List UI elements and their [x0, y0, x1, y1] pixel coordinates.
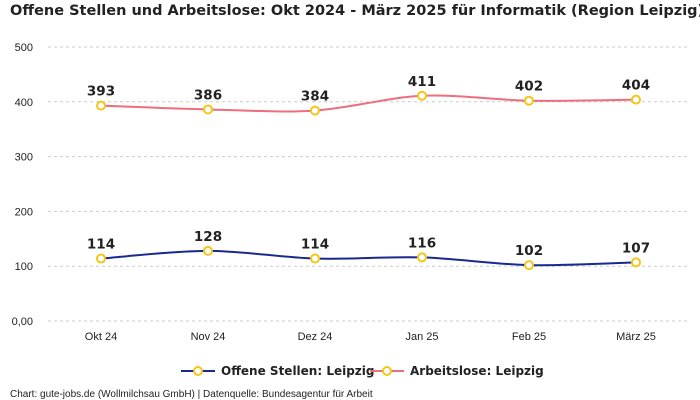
chart-source: Chart: gute-jobs.de (Wollmilchsau GmbH) … — [10, 389, 373, 400]
series-line — [100, 94, 637, 113]
data-point — [417, 90, 427, 101]
data-point — [524, 95, 534, 106]
data-point — [631, 257, 641, 268]
data-point — [203, 104, 213, 115]
legend: Offene Stellen: Leipzig Arbeitslose: Leip… — [181, 364, 544, 378]
x-tick-label: Feb 25 — [512, 331, 546, 343]
data-label: 386 — [194, 87, 222, 103]
data-point — [310, 253, 320, 264]
data-label: 411 — [408, 74, 436, 90]
x-tick-label: Jan 25 — [405, 331, 438, 343]
y-tick-label: 400 — [15, 97, 33, 109]
legend-marker — [382, 366, 392, 376]
y-tick-label: 100 — [15, 261, 33, 273]
grid-layer — [48, 46, 690, 322]
legend-label: Arbeitslose: Leipzig — [410, 364, 544, 378]
data-point — [631, 94, 641, 105]
x-tick-label: Nov 24 — [191, 331, 226, 343]
data-label: 114 — [87, 237, 115, 253]
data-point — [96, 253, 106, 264]
data-point — [524, 260, 534, 271]
data-label: 116 — [408, 235, 436, 251]
data-point — [417, 252, 427, 263]
y-tick-label: 300 — [15, 152, 33, 164]
x-axis-ticks: Okt 24 Nov 24 Dez 24 Jan 25 Feb 25 März 25 — [85, 331, 656, 343]
x-tick-label: Okt 24 — [85, 331, 117, 343]
data-point — [310, 105, 320, 116]
x-tick-label: März 25 — [616, 331, 656, 343]
data-label: 102 — [515, 243, 543, 259]
data-label: 128 — [194, 229, 222, 245]
y-tick-label: 500 — [15, 42, 33, 54]
y-axis-ticks: 0,00 100 200 300 400 500 — [12, 42, 33, 328]
legend-label: Offene Stellen: Leipzig — [221, 364, 375, 378]
data-label: 114 — [301, 237, 329, 253]
data-label: 107 — [622, 240, 650, 256]
data-label: 384 — [301, 89, 329, 105]
x-tick-label: Dez 24 — [298, 331, 333, 343]
data-label: 404 — [622, 78, 650, 94]
data-point — [96, 100, 106, 111]
data-point — [203, 245, 213, 256]
data-label: 393 — [87, 84, 115, 100]
legend-marker — [193, 366, 203, 376]
y-tick-label: 200 — [15, 206, 33, 218]
series-line — [100, 249, 637, 267]
chart-title: Offene Stellen und Arbeitslose: Okt 2024… — [10, 3, 700, 19]
y-tick-label: 0,00 — [12, 316, 33, 328]
data-label: 402 — [515, 79, 543, 95]
series-layer: 114 128 114 116 102 107 393 386 384 411 402 404 — [87, 74, 650, 271]
